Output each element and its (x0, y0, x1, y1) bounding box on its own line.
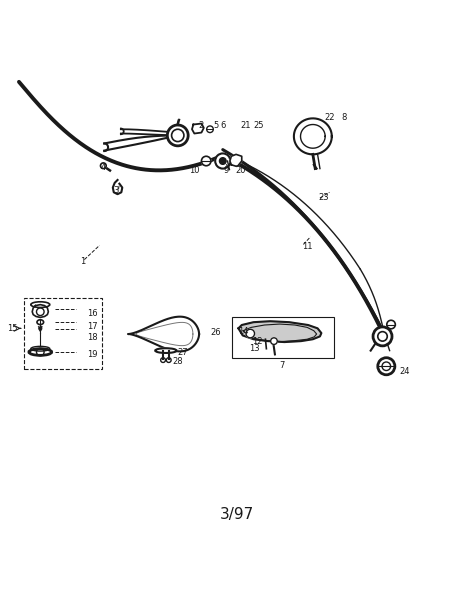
Polygon shape (238, 321, 321, 342)
Text: 25: 25 (253, 122, 264, 130)
Ellipse shape (155, 348, 176, 353)
Text: 3: 3 (113, 187, 119, 195)
Circle shape (219, 158, 226, 165)
Text: 14: 14 (238, 327, 248, 336)
Text: 23: 23 (318, 193, 328, 203)
Ellipse shape (29, 349, 52, 356)
Bar (232, 317, 334, 358)
Polygon shape (32, 305, 48, 317)
Circle shape (215, 154, 230, 169)
Text: 18: 18 (87, 333, 98, 342)
Circle shape (246, 329, 255, 338)
Ellipse shape (37, 320, 44, 325)
Polygon shape (192, 123, 204, 133)
Text: 3/97: 3/97 (220, 507, 254, 522)
Text: 11: 11 (302, 242, 312, 251)
Text: 20: 20 (236, 166, 246, 175)
Text: 13: 13 (249, 344, 260, 352)
Circle shape (201, 157, 211, 166)
Text: 27: 27 (177, 348, 188, 357)
Polygon shape (294, 119, 332, 154)
Text: 15: 15 (7, 324, 18, 333)
Text: 17: 17 (87, 322, 98, 332)
Text: 28: 28 (173, 357, 183, 366)
Circle shape (373, 327, 392, 346)
Text: 19: 19 (87, 350, 98, 359)
Text: 1: 1 (80, 257, 86, 266)
Text: 26: 26 (210, 328, 221, 336)
Text: 22: 22 (324, 113, 335, 122)
Text: 24: 24 (399, 367, 410, 376)
Text: 7: 7 (279, 361, 285, 370)
Circle shape (387, 321, 395, 329)
Text: 12: 12 (252, 336, 262, 346)
Circle shape (378, 358, 395, 375)
Text: 2: 2 (199, 122, 204, 130)
Text: 4: 4 (100, 163, 106, 172)
Text: 8: 8 (341, 113, 346, 122)
Text: 16: 16 (87, 309, 98, 317)
Bar (24, 298, 102, 368)
Circle shape (271, 338, 277, 344)
Polygon shape (128, 317, 199, 351)
Circle shape (207, 126, 213, 133)
Text: 10: 10 (189, 166, 200, 175)
Ellipse shape (31, 346, 50, 351)
Circle shape (100, 163, 106, 169)
Text: 21: 21 (240, 122, 251, 130)
Text: 9: 9 (224, 166, 229, 175)
Ellipse shape (31, 302, 50, 308)
Circle shape (167, 125, 188, 146)
Text: 6: 6 (220, 122, 226, 130)
Text: 5: 5 (213, 122, 219, 130)
Polygon shape (230, 154, 242, 166)
